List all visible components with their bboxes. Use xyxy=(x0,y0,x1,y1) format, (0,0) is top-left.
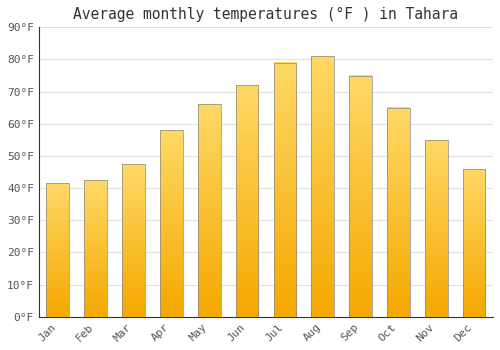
Bar xyxy=(160,130,182,317)
Bar xyxy=(46,183,69,317)
Bar xyxy=(463,169,485,317)
Bar xyxy=(312,56,334,317)
Bar xyxy=(236,85,258,317)
Bar xyxy=(349,76,372,317)
Title: Average monthly temperatures (°F ) in Tahara: Average monthly temperatures (°F ) in Ta… xyxy=(74,7,458,22)
Bar xyxy=(198,105,220,317)
Bar xyxy=(84,180,107,317)
Bar xyxy=(274,63,296,317)
Bar xyxy=(387,108,410,317)
Bar xyxy=(425,140,448,317)
Bar xyxy=(122,164,145,317)
